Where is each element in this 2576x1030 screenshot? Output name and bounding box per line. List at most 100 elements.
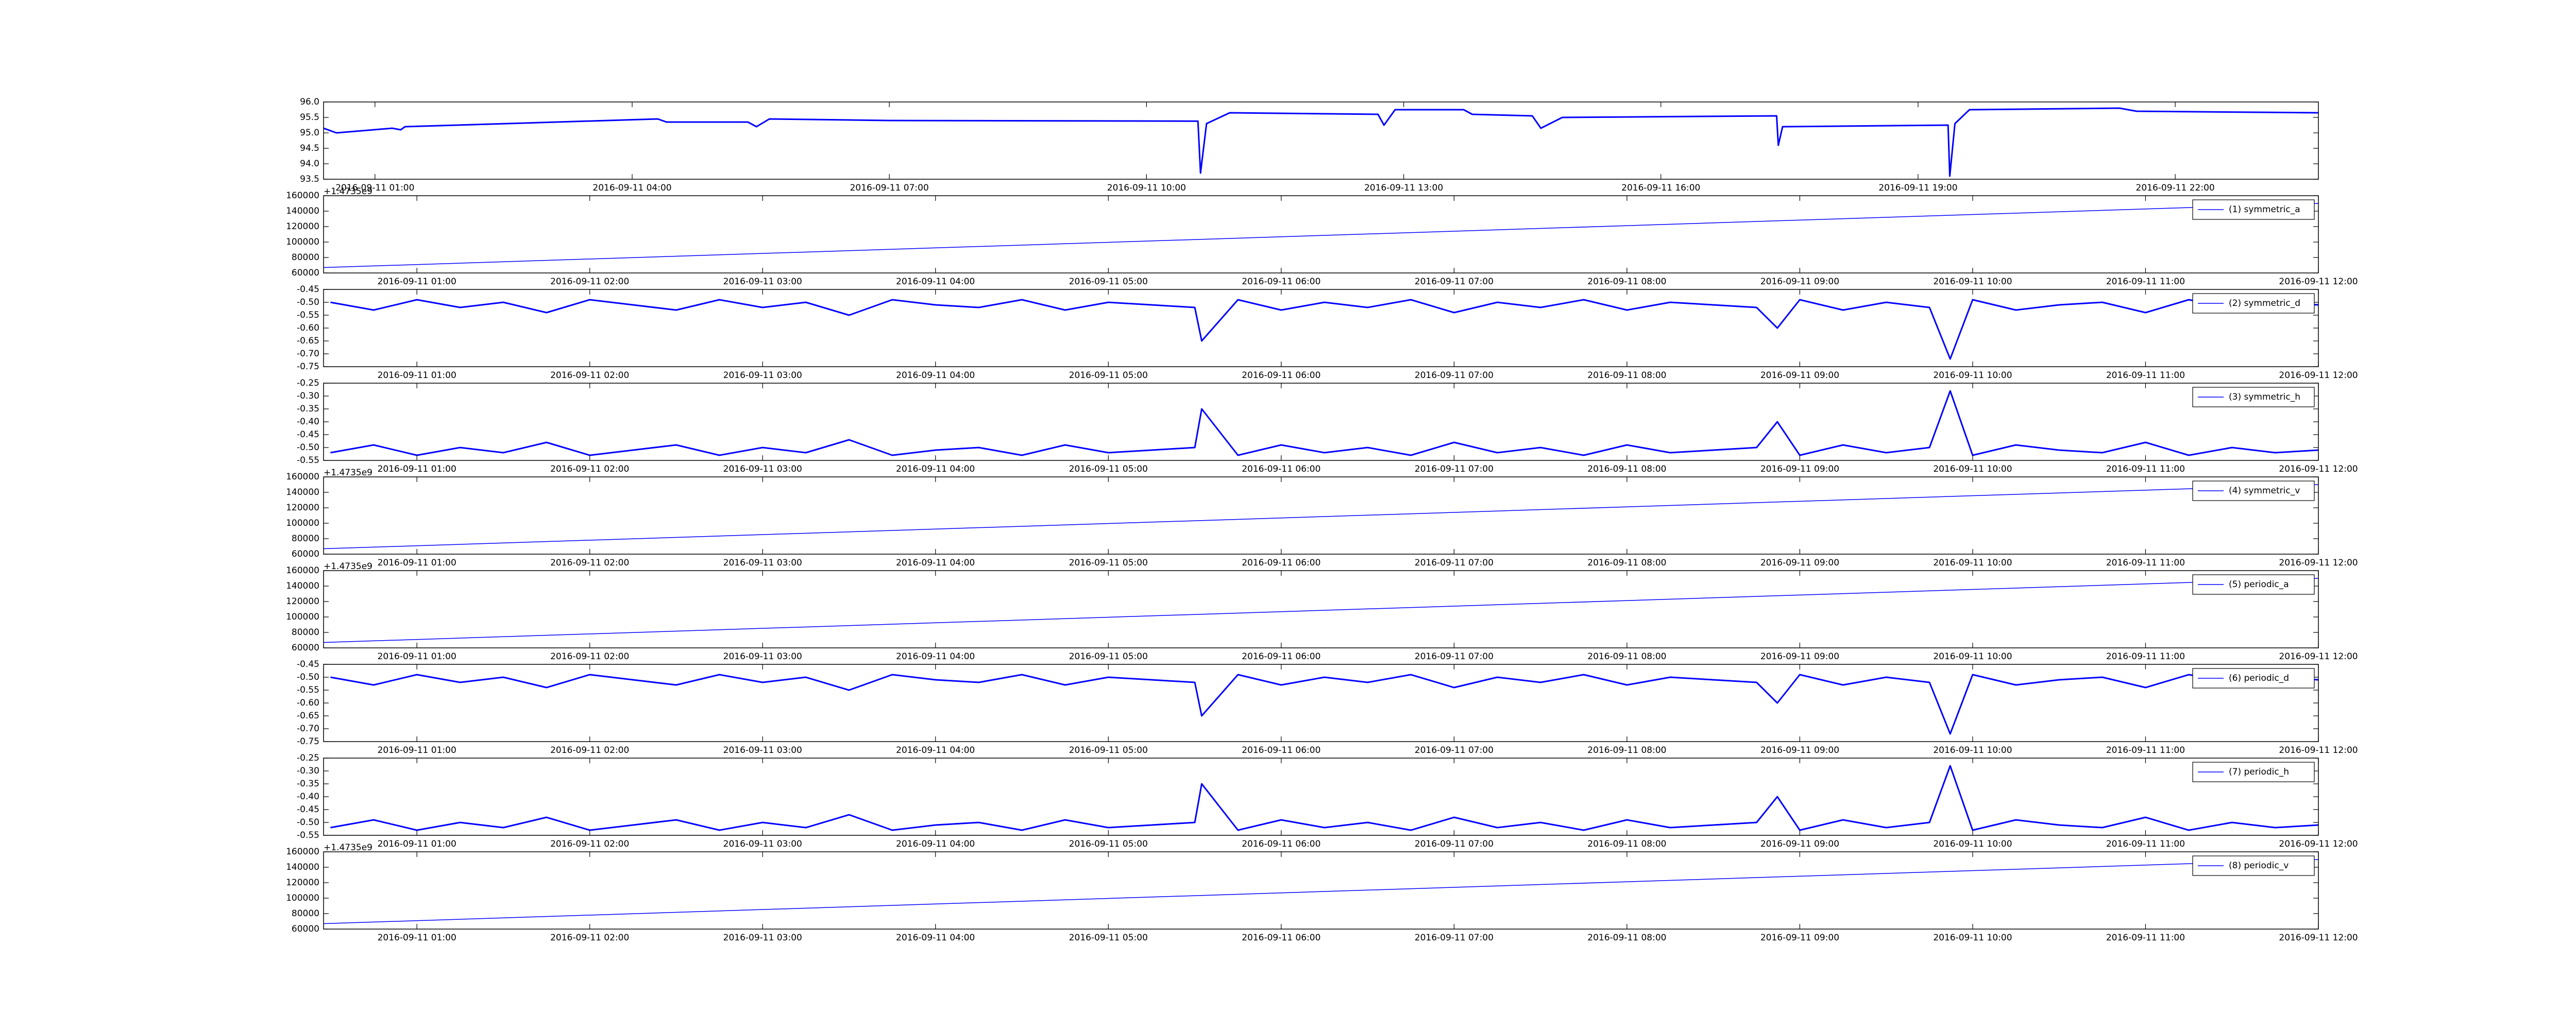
y-tick-label: -0.25 [297, 378, 319, 388]
y-tick-label: -0.55 [297, 455, 319, 466]
x-tick-label: 2016-09-11 05:00 [1069, 277, 1148, 287]
x-tick-label: 2016-09-11 10:00 [1933, 370, 2012, 381]
x-tick-label: 2016-09-11 03:00 [723, 464, 802, 474]
x-tick-label: 2016-09-11 01:00 [378, 933, 456, 943]
x-tick-label: 2016-09-11 08:00 [1587, 464, 1666, 474]
y-tick-label: -0.25 [297, 753, 319, 763]
y-tick-label: -0.50 [297, 672, 319, 682]
x-tick-label: 2016-09-11 08:00 [1587, 745, 1666, 756]
x-tick-label: 2016-09-11 10:00 [1933, 651, 2012, 662]
data-line [324, 859, 2318, 924]
offset-text: +1.4735e9 [324, 561, 372, 572]
x-tick-label: 2016-09-11 02:00 [550, 839, 629, 849]
x-tick-label: 2016-09-11 11:00 [2106, 277, 2185, 287]
x-tick-label: 2016-09-11 09:00 [1760, 464, 1839, 474]
y-tick-label: -0.35 [297, 779, 319, 789]
y-tick-label: 100000 [286, 518, 319, 528]
x-tick-label: 2016-09-11 22:00 [2136, 183, 2215, 193]
y-tick-label: -0.60 [297, 323, 319, 333]
x-tick-label: 2016-09-11 11:00 [2106, 839, 2185, 849]
y-tick-label: -0.65 [297, 336, 319, 346]
data-line [324, 107, 2318, 177]
y-tick-label: 93.5 [300, 174, 319, 184]
y-tick-label: 140000 [286, 206, 319, 216]
offset-text: +1.4735e9 [324, 468, 372, 478]
y-tick-label: 160000 [286, 847, 319, 857]
x-tick-label: 2016-09-11 04:00 [896, 277, 975, 287]
y-tick-label: 120000 [286, 503, 319, 513]
y-tick-label: 100000 [286, 893, 319, 903]
axes-frame [323, 476, 2319, 555]
legend-label: (5) periodic_a [2229, 579, 2289, 590]
y-tick-label: 160000 [286, 472, 319, 482]
x-tick-label: 2016-09-11 01:00 [378, 464, 456, 474]
y-tick-label: 120000 [286, 596, 319, 607]
y-tick-label: -0.30 [297, 766, 319, 776]
y-tick-label: -0.45 [297, 804, 319, 815]
y-tick-label: 140000 [286, 487, 319, 497]
x-tick-label: 2016-09-11 12:00 [2279, 839, 2358, 849]
x-tick-label: 2016-09-11 04:00 [896, 745, 975, 756]
x-tick-label: 2016-09-11 07:00 [1415, 651, 1494, 662]
offset-text: +1.4735e9 [324, 186, 372, 197]
x-tick-label: 2016-09-11 11:00 [2106, 933, 2185, 943]
x-tick-label: 2016-09-11 09:00 [1760, 277, 1839, 287]
x-tick-label: 2016-09-11 06:00 [1242, 277, 1320, 287]
x-tick-label: 2016-09-11 03:00 [723, 745, 802, 756]
x-tick-label: 2016-09-11 01:00 [378, 558, 456, 568]
x-tick-label: 2016-09-11 08:00 [1587, 558, 1666, 568]
legend-box [2192, 293, 2315, 314]
y-tick-label: -0.75 [297, 362, 319, 372]
x-tick-label: 2016-09-11 06:00 [1242, 651, 1320, 662]
y-tick-label: 60000 [292, 268, 319, 278]
x-tick-label: 2016-09-11 07:00 [1415, 558, 1494, 568]
x-tick-label: 2016-09-11 05:00 [1069, 464, 1148, 474]
x-tick-label: 2016-09-11 01:00 [335, 183, 414, 193]
x-tick-label: 2016-09-11 05:00 [1069, 370, 1148, 381]
legend-label: (8) periodic_v [2229, 861, 2289, 871]
x-tick-label: 2016-09-11 01:00 [378, 839, 456, 849]
y-tick-label: -0.65 [297, 711, 319, 721]
y-tick-label: 94.5 [300, 143, 319, 153]
x-tick-label: 2016-09-11 03:00 [723, 558, 802, 568]
y-tick-label: 95.5 [300, 112, 319, 123]
x-tick-label: 2016-09-11 11:00 [2106, 745, 2185, 756]
y-tick-label: -0.35 [297, 404, 319, 414]
y-tick-label: -0.50 [297, 442, 319, 453]
x-tick-label: 2016-09-11 06:00 [1242, 370, 1320, 381]
legend-box [2192, 574, 2315, 595]
y-tick-label: -0.40 [297, 792, 319, 802]
y-tick-label: 95.0 [300, 128, 319, 138]
x-tick-label: 2016-09-11 02:00 [550, 558, 629, 568]
x-tick-label: 2016-09-11 05:00 [1069, 745, 1148, 756]
y-tick-label: 120000 [286, 878, 319, 888]
x-tick-label: 2016-09-11 13:00 [1364, 183, 1443, 193]
y-tick-label: -0.70 [297, 724, 319, 734]
x-tick-label: 2016-09-11 08:00 [1587, 370, 1666, 381]
y-tick-label: -0.55 [297, 830, 319, 840]
y-tick-label: -0.45 [297, 430, 319, 440]
x-tick-label: 2016-09-11 11:00 [2106, 651, 2185, 662]
y-tick-label: 80000 [292, 908, 319, 919]
y-tick-label: -0.45 [297, 284, 319, 295]
data-line [324, 578, 2318, 643]
legend-label: (1) symmetric_a [2229, 204, 2300, 215]
y-tick-label: 140000 [286, 862, 319, 872]
x-tick-label: 2016-09-11 02:00 [550, 933, 629, 943]
x-tick-label: 2016-09-11 07:00 [1415, 464, 1494, 474]
x-tick-label: 2016-09-11 03:00 [723, 933, 802, 943]
x-tick-label: 2016-09-11 19:00 [1878, 183, 1957, 193]
x-tick-label: 2016-09-11 04:00 [592, 183, 671, 193]
x-tick-label: 2016-09-11 03:00 [723, 277, 802, 287]
x-tick-label: 2016-09-11 06:00 [1242, 464, 1320, 474]
x-tick-label: 2016-09-11 11:00 [2106, 558, 2185, 568]
x-tick-label: 2016-09-11 06:00 [1242, 558, 1320, 568]
data-line [330, 674, 2318, 735]
x-tick-label: 2016-09-11 04:00 [896, 839, 975, 849]
y-tick-label: 160000 [286, 565, 319, 576]
y-tick-label: 60000 [292, 549, 319, 559]
x-tick-label: 2016-09-11 09:00 [1760, 558, 1839, 568]
data-line [324, 203, 2318, 268]
